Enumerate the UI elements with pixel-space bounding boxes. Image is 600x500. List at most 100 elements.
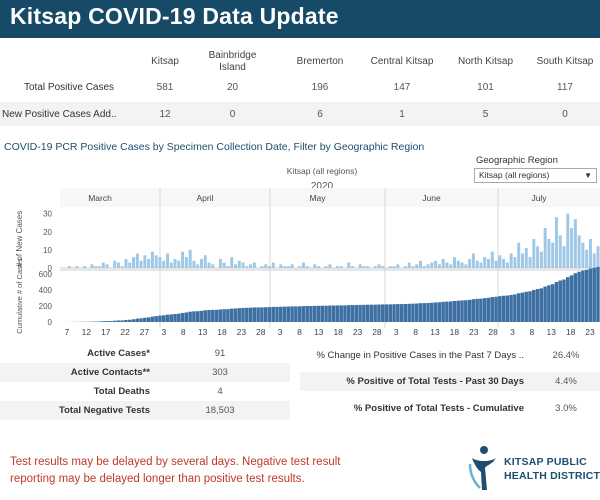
- x-tick-label: 13: [430, 327, 440, 337]
- cell-value: 1: [399, 109, 405, 120]
- month-label: July: [531, 193, 547, 203]
- x-tick-label: 18: [217, 327, 227, 337]
- cumulative-bar: [256, 307, 260, 322]
- new-cases-bar: [366, 266, 370, 268]
- cumulative-bar: [313, 305, 317, 322]
- cell-value: 117: [557, 82, 573, 93]
- new-cases-bar: [75, 266, 79, 268]
- cumulative-bar: [475, 298, 479, 322]
- column-header-south-kitsap: South Kitsap: [536, 56, 594, 67]
- new-cases-bar: [381, 266, 385, 268]
- new-cases-bar: [211, 264, 215, 268]
- cumulative-bar: [441, 301, 445, 322]
- new-cases-bar: [483, 257, 487, 268]
- cumulative-bar: [509, 294, 513, 322]
- new-cases-bar: [520, 253, 524, 268]
- month-label: June: [422, 193, 441, 203]
- new-cases-bar: [362, 266, 366, 268]
- new-cases-bar: [547, 239, 551, 268]
- cumulative-bar: [294, 306, 298, 322]
- geographic-region-dropdown[interactable]: Kitsap (all regions) ▼: [474, 168, 597, 183]
- new-cases-bar: [143, 255, 147, 268]
- month-label: April: [196, 193, 213, 203]
- x-tick-label: 23: [353, 327, 363, 337]
- dropdown-value: Kitsap (all regions): [479, 170, 550, 180]
- new-cases-bar: [411, 266, 415, 268]
- cumulative-bar: [532, 290, 536, 322]
- chevron-down-icon: ▼: [584, 171, 592, 180]
- new-cases-bar: [335, 266, 339, 268]
- cumulative-bar: [584, 269, 589, 322]
- x-tick-label: 28: [256, 327, 266, 337]
- x-tick-label: 8: [530, 327, 535, 337]
- metric-row: Active Contacts** 303: [0, 363, 290, 382]
- cumulative-bar: [554, 281, 559, 322]
- x-tick-label: 8: [181, 327, 186, 337]
- cumulative-bar: [112, 320, 117, 322]
- cumulative-bar: [177, 313, 181, 322]
- new-cases-bar: [388, 266, 392, 268]
- new-cases-bar: [551, 242, 555, 268]
- cumulative-bar: [437, 302, 442, 322]
- x-tick-label: 8: [413, 327, 418, 337]
- cumulative-bar: [396, 304, 400, 322]
- cumulative-bar: [286, 306, 291, 322]
- cumulative-bar: [358, 304, 362, 322]
- cumulative-bar: [339, 305, 343, 322]
- cumulative-bar: [233, 308, 238, 322]
- cumulative-bar: [271, 306, 275, 322]
- metric-label: Active Cases*: [87, 348, 150, 359]
- new-cases-bar: [67, 266, 71, 268]
- cumulative-bar: [411, 303, 415, 322]
- new-cases-bar: [588, 239, 592, 268]
- cumulative-bar: [482, 298, 487, 322]
- cumulative-bar: [150, 316, 155, 322]
- new-cases-bar: [528, 257, 532, 268]
- cumulative-bar: [282, 306, 287, 322]
- cumulative-bar: [279, 306, 283, 322]
- new-cases-bar: [347, 262, 351, 268]
- new-cases-bar: [241, 262, 245, 268]
- filter-label: Geographic Region: [476, 155, 558, 166]
- header-bar: Kitsap COVID-19 Data Update: [0, 0, 600, 38]
- cumulative-bar: [369, 304, 374, 322]
- new-cases-bar: [162, 260, 166, 268]
- new-cases-bar: [196, 264, 200, 268]
- new-cases-bar: [249, 264, 253, 268]
- cumulative-bar: [245, 307, 249, 322]
- cumulative-bar: [365, 304, 370, 322]
- metric-row: Active Cases* 91: [0, 344, 290, 363]
- x-tick-label: 23: [585, 327, 595, 337]
- new-cases-bar: [339, 266, 343, 268]
- cumulative-bar: [161, 315, 166, 322]
- new-cases-bar: [422, 266, 426, 268]
- new-cases-bar: [94, 266, 98, 268]
- cumulative-bar: [426, 302, 430, 322]
- new-cases-bar: [98, 266, 102, 268]
- cumulative-bar: [407, 303, 411, 322]
- new-cases-bar: [177, 260, 181, 268]
- cumulative-bar: [550, 284, 555, 322]
- cell-value: 101: [477, 82, 494, 93]
- new-cases-bar: [290, 264, 294, 268]
- cumulative-bar: [97, 321, 102, 322]
- chart-section-title: COVID-19 PCR Positive Cases by Specimen …: [4, 141, 425, 153]
- new-cases-bar: [456, 260, 460, 268]
- cumulative-bar: [516, 293, 521, 322]
- cumulative-bar: [569, 275, 574, 322]
- cumulative-bar: [566, 277, 570, 322]
- new-cases-bar: [532, 239, 536, 268]
- x-tick-label: 13: [547, 327, 557, 337]
- summary-table: Kitsap Bainbridge Island Bremerton Centr…: [0, 44, 600, 128]
- cumulative-bar: [498, 296, 502, 322]
- cumulative-bar: [350, 305, 355, 322]
- cumulative-bar: [120, 320, 124, 322]
- new-cases-bar: [498, 255, 502, 268]
- new-cases-bar: [181, 251, 185, 268]
- new-cases-bar: [234, 264, 237, 268]
- new-cases-bar: [539, 251, 543, 268]
- new-cases-bar: [166, 253, 170, 268]
- x-tick-label: 13: [314, 327, 324, 337]
- metrics-panel: Active Cases* 91 Active Contacts** 303 T…: [0, 344, 600, 424]
- cumulative-bar: [505, 295, 510, 322]
